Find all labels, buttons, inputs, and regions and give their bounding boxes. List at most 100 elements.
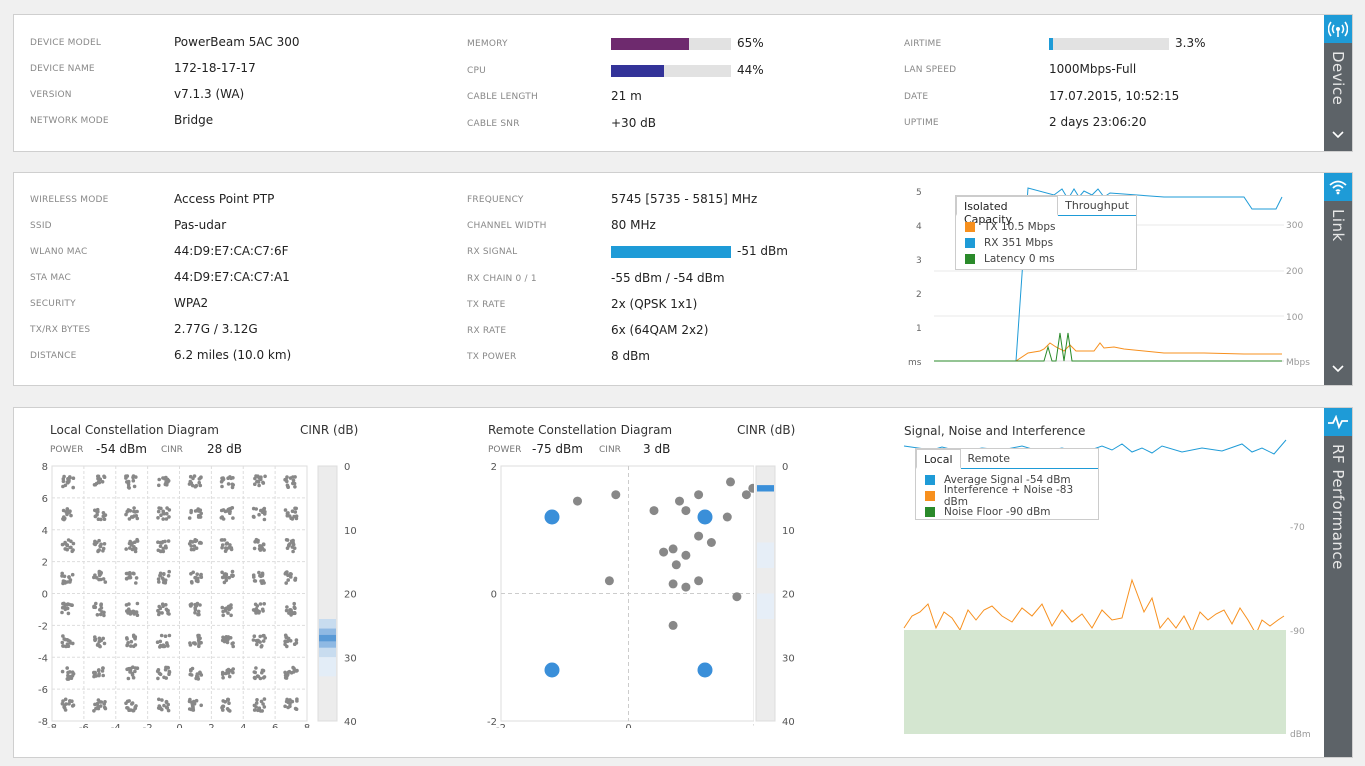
remote-constellation-title: Remote Constellation Diagram bbox=[488, 423, 673, 437]
version-label: VERSION bbox=[30, 90, 72, 100]
constellation-point bbox=[156, 540, 160, 544]
constellation-point bbox=[220, 570, 224, 575]
tab-isolated-capacity[interactable]: Isolated Capacity bbox=[956, 196, 1059, 226]
tab-local[interactable]: Local bbox=[916, 449, 961, 469]
constellation-point bbox=[293, 578, 298, 582]
tab-remote[interactable]: Remote bbox=[967, 452, 1010, 465]
cinr-histogram-band bbox=[319, 634, 336, 642]
constellation-point bbox=[124, 577, 129, 581]
legend-item: RX 351 Mbps bbox=[956, 235, 1136, 251]
constellation-point bbox=[189, 547, 194, 552]
rx-rate-label: RX RATE bbox=[467, 326, 507, 336]
chevron-down-icon[interactable] bbox=[1332, 358, 1344, 377]
constellation-point bbox=[70, 572, 75, 577]
constellation-point bbox=[192, 544, 197, 548]
constellation-point bbox=[694, 576, 704, 586]
remote-constellation-plot: -2 0 2 2 0 -2 bbox=[487, 462, 754, 728]
constellation-point bbox=[220, 672, 225, 676]
constellation-point bbox=[94, 601, 98, 606]
constellation-point bbox=[93, 638, 97, 643]
local-y-tick: 4 bbox=[42, 526, 48, 537]
local-cinr-value: 28 dB bbox=[207, 442, 242, 456]
constellation-point bbox=[135, 613, 140, 617]
tx-rate-label: TX RATE bbox=[467, 299, 506, 310]
constellation-point bbox=[261, 508, 265, 512]
constellation-point bbox=[161, 476, 165, 480]
constellation-point bbox=[102, 517, 107, 521]
cinr-scale bbox=[317, 465, 338, 722]
constellation-point bbox=[193, 484, 198, 489]
constellation-point bbox=[164, 699, 169, 704]
constellation-point bbox=[291, 670, 296, 674]
constellation-point bbox=[63, 483, 68, 488]
constellation-point bbox=[132, 610, 137, 614]
channel-width-value: 80 MHz bbox=[611, 218, 656, 233]
constellation-point bbox=[284, 571, 288, 575]
constellation-point bbox=[228, 543, 232, 547]
rx-line bbox=[934, 187, 1283, 362]
constellation-point bbox=[128, 670, 132, 674]
capacity-legend-items: TX 10.5 Mbps RX 351 Mbps Latency 0 ms bbox=[956, 216, 1136, 267]
device-tab[interactable]: Device bbox=[1324, 15, 1352, 151]
constellation-point bbox=[261, 542, 266, 546]
constellation-point bbox=[101, 666, 105, 670]
constellation-point bbox=[221, 477, 226, 482]
legend-item: Noise Floor -90 dBm bbox=[916, 504, 1098, 520]
constellation-point bbox=[262, 697, 267, 701]
constellation-point bbox=[162, 703, 166, 708]
constellation-point bbox=[748, 483, 754, 493]
local-x-tick: 2 bbox=[208, 723, 214, 728]
constellation-point bbox=[251, 638, 256, 642]
constellation-point bbox=[291, 611, 296, 616]
tx-power-value: 8 dBm bbox=[611, 349, 650, 364]
constellation-point bbox=[60, 571, 64, 576]
tab-throughput[interactable]: Throughput bbox=[1065, 199, 1129, 212]
legend-label: Interference + Noise -83 dBm bbox=[943, 484, 1074, 508]
constellation-point bbox=[251, 506, 256, 511]
constellation-point bbox=[262, 705, 267, 709]
constellation-point bbox=[289, 572, 293, 576]
link-tab[interactable]: Link bbox=[1324, 173, 1352, 385]
lan-speed-value: 1000Mbps-Full bbox=[1049, 62, 1137, 77]
constellation-point bbox=[156, 548, 161, 553]
legend-swatch bbox=[965, 254, 975, 264]
constellation-point bbox=[129, 639, 134, 644]
constellation-point bbox=[156, 516, 160, 520]
constellation-point bbox=[159, 506, 163, 511]
constellation-point bbox=[285, 605, 289, 609]
constellation-point bbox=[289, 575, 293, 579]
constellation-point bbox=[162, 572, 166, 576]
constellation-point bbox=[292, 601, 297, 606]
chevron-down-icon[interactable] bbox=[1332, 124, 1344, 143]
constellation-point bbox=[221, 609, 225, 614]
constellation-point bbox=[132, 708, 136, 712]
constellation-point bbox=[220, 605, 225, 610]
constellation-point bbox=[224, 542, 229, 546]
constellation-point bbox=[128, 509, 133, 513]
version-value: v7.1.3 (WA) bbox=[174, 87, 245, 101]
constellation-point bbox=[283, 670, 287, 675]
constellation-point bbox=[221, 675, 225, 680]
ssid-value: Pas-udar bbox=[174, 218, 227, 232]
ideal-symbol-point bbox=[544, 662, 560, 678]
constellation-point bbox=[197, 480, 201, 485]
constellation-point bbox=[220, 484, 224, 489]
link-tab-label: Link bbox=[1329, 209, 1347, 242]
constellation-point bbox=[659, 547, 669, 557]
distance-value: 6.2 miles (10.0 km) bbox=[174, 348, 292, 362]
constellation-point bbox=[263, 474, 267, 479]
constellation-point bbox=[93, 702, 97, 707]
constellation-point bbox=[283, 508, 288, 512]
link-panel: WIRELESS MODE Access Point PTP SSID Pas-uda… bbox=[13, 172, 1353, 386]
constellation-point bbox=[286, 705, 290, 710]
device-name-label: DEVICE NAME bbox=[30, 64, 95, 74]
memory-bar-fill bbox=[611, 38, 689, 50]
constellation-point bbox=[257, 483, 261, 488]
sni-legend-items: Average Signal -54 dBm Interference + Noi… bbox=[916, 469, 1098, 520]
local-power-value: -54 dBm bbox=[96, 442, 147, 456]
constellation-point bbox=[252, 546, 257, 551]
remote-y-tick: 0 bbox=[491, 590, 497, 601]
constellation-point bbox=[66, 670, 70, 675]
constellation-point bbox=[284, 581, 288, 585]
rf-performance-tab[interactable]: RF Performance bbox=[1324, 408, 1352, 757]
